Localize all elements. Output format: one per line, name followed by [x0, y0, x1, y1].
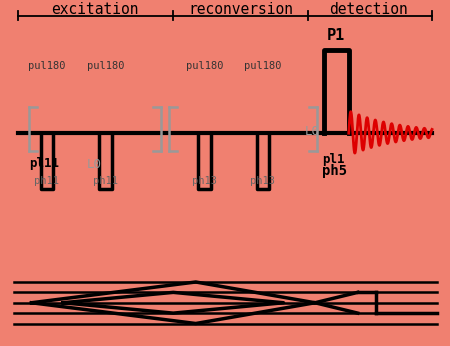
Text: L0: L0 [87, 158, 102, 171]
Text: pul180: pul180 [185, 61, 223, 71]
Text: ph11: ph11 [34, 176, 59, 186]
Text: reconversion: reconversion [188, 2, 293, 17]
Text: pul180: pul180 [86, 61, 124, 71]
Text: ph5: ph5 [322, 164, 347, 178]
Text: P1: P1 [327, 28, 345, 43]
Text: ph11: ph11 [93, 176, 118, 186]
Text: L0: L0 [305, 125, 320, 138]
Text: pul180: pul180 [244, 61, 282, 71]
Text: detection: detection [329, 2, 409, 17]
Text: ph13: ph13 [250, 176, 275, 186]
Text: pl11: pl11 [29, 157, 59, 171]
Text: excitation: excitation [51, 2, 138, 17]
Text: pul180: pul180 [28, 61, 66, 71]
Text: pl1: pl1 [322, 153, 344, 166]
Text: ph13: ph13 [192, 176, 217, 186]
